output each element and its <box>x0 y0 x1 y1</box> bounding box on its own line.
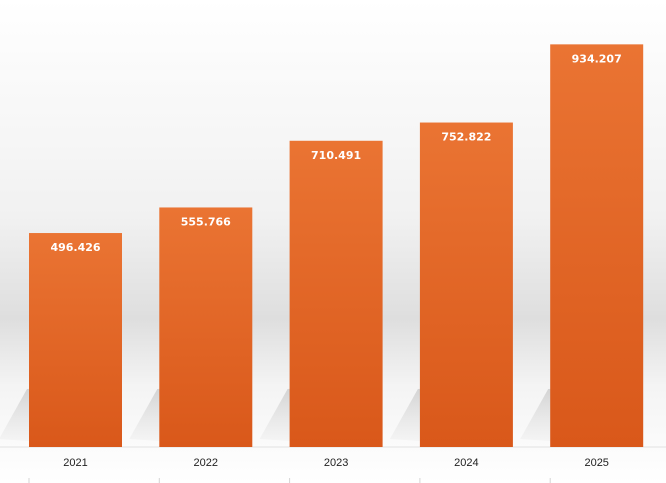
value-label-2025: 934.207 <box>572 52 622 65</box>
bar-2024 <box>419 122 513 447</box>
bars <box>29 44 644 448</box>
bar-2023 <box>289 140 383 447</box>
value-label-2023: 710.491 <box>311 149 361 162</box>
x-tick-label-2022: 2022 <box>194 457 218 469</box>
value-label-2024: 752.822 <box>441 131 491 144</box>
bar-2022 <box>159 207 253 447</box>
x-tick-label-2025: 2025 <box>584 457 608 469</box>
x-tick-label-2024: 2024 <box>454 457 478 469</box>
bar-2025 <box>550 44 644 448</box>
value-label-2022: 555.766 <box>181 215 231 228</box>
bar-2021 <box>29 233 122 447</box>
x-tick-label-2023: 2023 <box>324 457 348 469</box>
value-labels: 496.426 555.766 710.491 752.822 934.207 <box>50 52 621 254</box>
value-label-2021: 496.426 <box>50 241 100 254</box>
x-axis-ticks: 2021 2022 2023 2024 2025 <box>28 457 609 483</box>
x-tick-label-2021: 2021 <box>63 457 87 469</box>
